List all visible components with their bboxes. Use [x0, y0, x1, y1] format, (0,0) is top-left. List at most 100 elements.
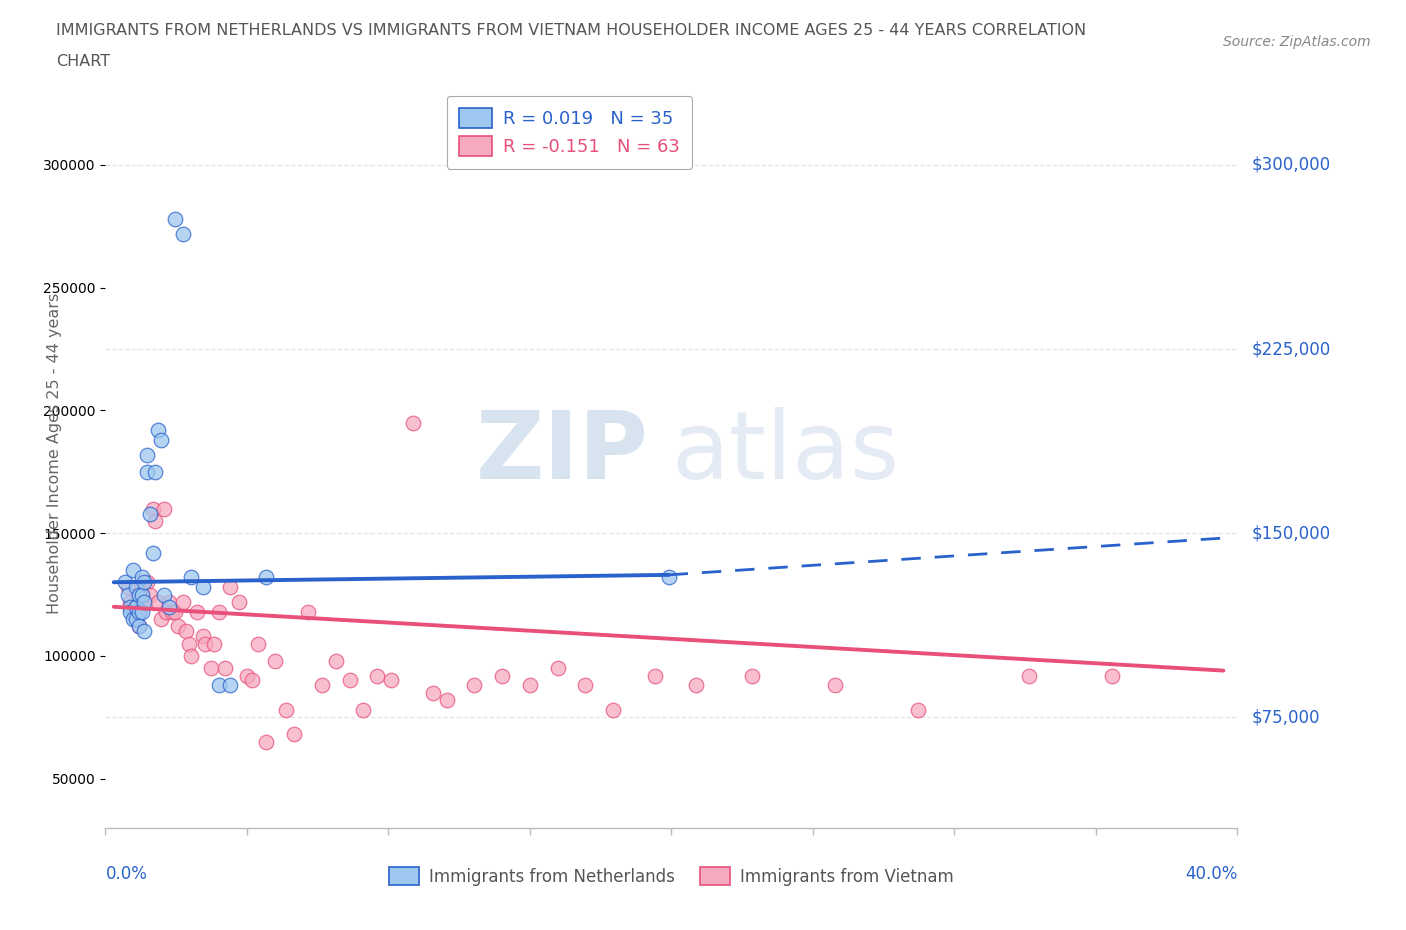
Point: [122, 612, 145, 627]
Point: [219, 579, 242, 594]
Point: [380, 673, 402, 688]
Text: $300,000: $300,000: [1251, 156, 1330, 174]
Point: [208, 678, 231, 693]
Point: [128, 604, 150, 619]
Point: [658, 570, 681, 585]
Point: [422, 685, 444, 700]
Point: [297, 604, 319, 619]
Point: [228, 594, 250, 609]
Point: [463, 678, 485, 693]
Point: [436, 693, 458, 708]
Point: [166, 619, 188, 634]
Point: [134, 575, 156, 590]
Point: [122, 563, 145, 578]
Point: [139, 506, 162, 521]
Point: [247, 636, 270, 651]
Point: [208, 604, 231, 619]
Point: [1101, 668, 1123, 683]
Point: [125, 604, 148, 619]
Point: [160, 604, 183, 619]
Point: [311, 678, 333, 693]
Point: [157, 599, 180, 614]
Point: [283, 727, 305, 742]
Point: [122, 599, 145, 614]
Point: [145, 513, 167, 528]
Point: [202, 636, 225, 651]
Point: [163, 604, 186, 619]
Point: [136, 575, 159, 590]
Point: [172, 594, 194, 609]
Point: [120, 604, 142, 619]
Point: [491, 668, 513, 683]
Point: [519, 678, 541, 693]
Text: ZIP: ZIP: [475, 407, 648, 499]
Point: [194, 636, 217, 651]
Point: [219, 678, 242, 693]
Point: [134, 624, 156, 639]
Point: [120, 599, 142, 614]
Point: [186, 604, 208, 619]
Text: $150,000: $150,000: [1251, 525, 1330, 542]
Point: [157, 594, 180, 609]
Point: [142, 501, 165, 516]
Point: [1018, 668, 1040, 683]
Point: [125, 579, 148, 594]
Point: [146, 422, 169, 437]
Point: [274, 702, 297, 717]
Point: [114, 575, 136, 590]
Point: [125, 612, 148, 627]
Point: [339, 673, 361, 688]
Point: [741, 668, 763, 683]
Text: Householder Income Ages 25 - 44 years: Householder Income Ages 25 - 44 years: [46, 293, 62, 614]
Point: [547, 660, 569, 675]
Text: 0.0%: 0.0%: [105, 865, 148, 884]
Point: [352, 702, 374, 717]
Point: [131, 604, 153, 619]
Point: [149, 432, 172, 447]
Text: Source: ZipAtlas.com: Source: ZipAtlas.com: [1223, 35, 1371, 49]
Point: [152, 501, 174, 516]
Point: [117, 579, 139, 594]
Point: [131, 579, 153, 594]
Point: [163, 211, 186, 226]
Point: [824, 678, 846, 693]
Point: [155, 604, 177, 619]
Point: [152, 587, 174, 602]
Text: IMMIGRANTS FROM NETHERLANDS VS IMMIGRANTS FROM VIETNAM HOUSEHOLDER INCOME AGES 2: IMMIGRANTS FROM NETHERLANDS VS IMMIGRANT…: [56, 23, 1087, 38]
Point: [191, 579, 214, 594]
Point: [131, 587, 153, 602]
Legend: Immigrants from Netherlands, Immigrants from Vietnam: Immigrants from Netherlands, Immigrants …: [381, 859, 962, 895]
Point: [236, 668, 259, 683]
Point: [263, 654, 285, 669]
Point: [128, 604, 150, 619]
Point: [574, 678, 596, 693]
Text: CHART: CHART: [56, 54, 110, 69]
Point: [180, 648, 202, 663]
Point: [145, 464, 167, 479]
Point: [242, 673, 264, 688]
Point: [254, 570, 277, 585]
Point: [136, 447, 159, 462]
Point: [602, 702, 624, 717]
Point: [134, 594, 156, 609]
Text: $75,000: $75,000: [1251, 709, 1320, 726]
Point: [907, 702, 929, 717]
Point: [180, 570, 202, 585]
Point: [214, 660, 236, 675]
Point: [136, 464, 159, 479]
Point: [146, 594, 169, 609]
Point: [149, 612, 172, 627]
Point: [685, 678, 707, 693]
Point: [125, 599, 148, 614]
Point: [366, 668, 388, 683]
Point: [117, 587, 139, 602]
Text: $225,000: $225,000: [1251, 340, 1330, 358]
Point: [131, 570, 153, 585]
Point: [172, 226, 194, 241]
Point: [644, 668, 666, 683]
Point: [134, 594, 156, 609]
Text: 40.0%: 40.0%: [1185, 865, 1237, 884]
Point: [177, 636, 200, 651]
Point: [325, 654, 347, 669]
Point: [402, 416, 425, 431]
